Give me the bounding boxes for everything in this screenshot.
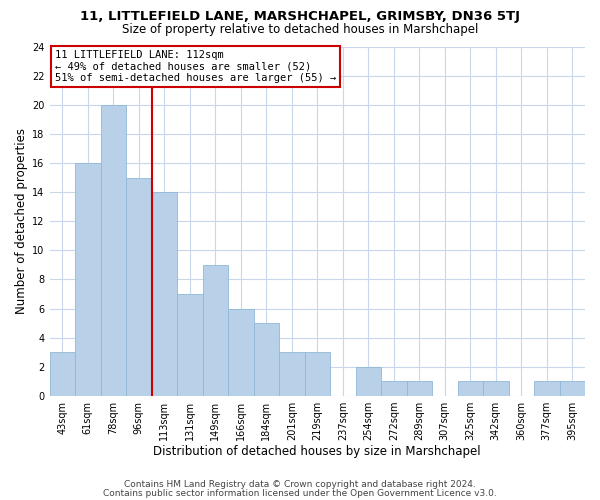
Text: 11, LITTLEFIELD LANE, MARSHCHAPEL, GRIMSBY, DN36 5TJ: 11, LITTLEFIELD LANE, MARSHCHAPEL, GRIMS… bbox=[80, 10, 520, 23]
Bar bbox=[75, 163, 101, 396]
Bar bbox=[101, 104, 126, 396]
Text: Size of property relative to detached houses in Marshchapel: Size of property relative to detached ho… bbox=[122, 22, 478, 36]
Text: Contains public sector information licensed under the Open Government Licence v3: Contains public sector information licen… bbox=[103, 488, 497, 498]
X-axis label: Distribution of detached houses by size in Marshchapel: Distribution of detached houses by size … bbox=[154, 444, 481, 458]
Bar bbox=[126, 178, 152, 396]
Bar bbox=[203, 265, 228, 396]
Bar bbox=[152, 192, 177, 396]
Bar bbox=[279, 352, 305, 396]
Bar bbox=[356, 367, 381, 396]
Bar bbox=[534, 382, 560, 396]
Text: Contains HM Land Registry data © Crown copyright and database right 2024.: Contains HM Land Registry data © Crown c… bbox=[124, 480, 476, 489]
Bar bbox=[177, 294, 203, 396]
Bar bbox=[458, 382, 483, 396]
Bar bbox=[560, 382, 585, 396]
Bar bbox=[228, 308, 254, 396]
Text: 11 LITTLEFIELD LANE: 112sqm
← 49% of detached houses are smaller (52)
51% of sem: 11 LITTLEFIELD LANE: 112sqm ← 49% of det… bbox=[55, 50, 336, 83]
Bar bbox=[381, 382, 407, 396]
Bar bbox=[50, 352, 75, 396]
Y-axis label: Number of detached properties: Number of detached properties bbox=[15, 128, 28, 314]
Bar bbox=[305, 352, 330, 396]
Bar bbox=[254, 323, 279, 396]
Bar bbox=[407, 382, 432, 396]
Bar bbox=[483, 382, 509, 396]
